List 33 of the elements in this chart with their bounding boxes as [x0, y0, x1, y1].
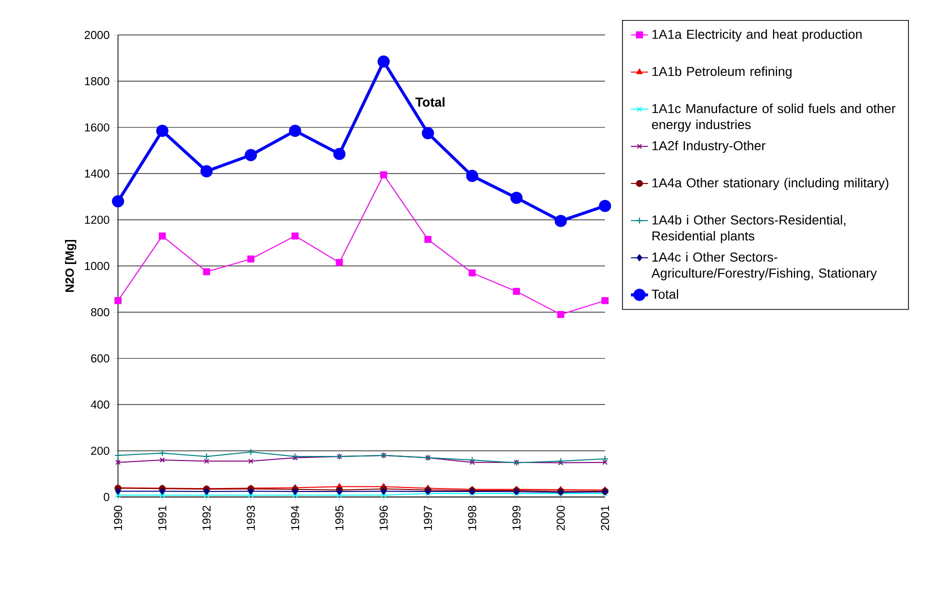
y-tick-label: 400	[90, 400, 110, 409]
y-tick-label: 600	[91, 354, 110, 362]
x-tick-label: 1994	[291, 506, 300, 530]
legend-label: 1A1c Manufacture of solid fuels and other energy industries	[652, 104, 896, 132]
y-tick-label: 1400	[85, 170, 110, 178]
y-tick-label: 200	[91, 446, 110, 455]
x-tick-label: 1992	[202, 506, 211, 530]
y-tick-label: 1800	[85, 77, 110, 86]
legend-label: 1A2f Industry-Other	[652, 140, 766, 153]
x-tick-label: 2001	[600, 506, 610, 530]
legend-label: 1A4b i Other Sectors-Residential, Residential plants	[652, 215, 846, 244]
legend-label: 1A4a Other stationary (including military)	[652, 178, 888, 190]
x-tick-label: 1997	[424, 506, 432, 530]
y-tick-label: 1000	[85, 262, 110, 270]
legend-label: 1A4c i Other Sectors-Agriculture/Forestry/Fishing, Stationary	[651, 252, 877, 280]
legend-label: 1A1b Petroleum refining	[652, 66, 792, 79]
y-tick-label: 2000	[84, 30, 110, 40]
y-tick-label: 1600	[85, 123, 110, 132]
annotation: Total	[415, 97, 444, 107]
x-tick-label: 1996	[380, 506, 388, 530]
legend-label: Total	[652, 289, 678, 299]
y-tick-label: 1200	[85, 216, 110, 224]
x-tick-label: 1990	[114, 506, 122, 530]
x-tick-label: 1998	[468, 506, 476, 530]
y-tick-label: 0	[104, 492, 110, 502]
x-tick-label: 1999	[512, 506, 521, 530]
x-tick-label: 2000	[556, 506, 565, 530]
x-tick-label: 1991	[158, 506, 166, 530]
y-axis-title: N2O [Mg]	[65, 240, 76, 292]
y-tick-label: 800	[91, 308, 110, 316]
x-tick-label: 1993	[246, 506, 255, 530]
legend-label: 1A1a Electricity and heat production	[652, 29, 862, 42]
x-tick-label: 1995	[335, 506, 344, 530]
